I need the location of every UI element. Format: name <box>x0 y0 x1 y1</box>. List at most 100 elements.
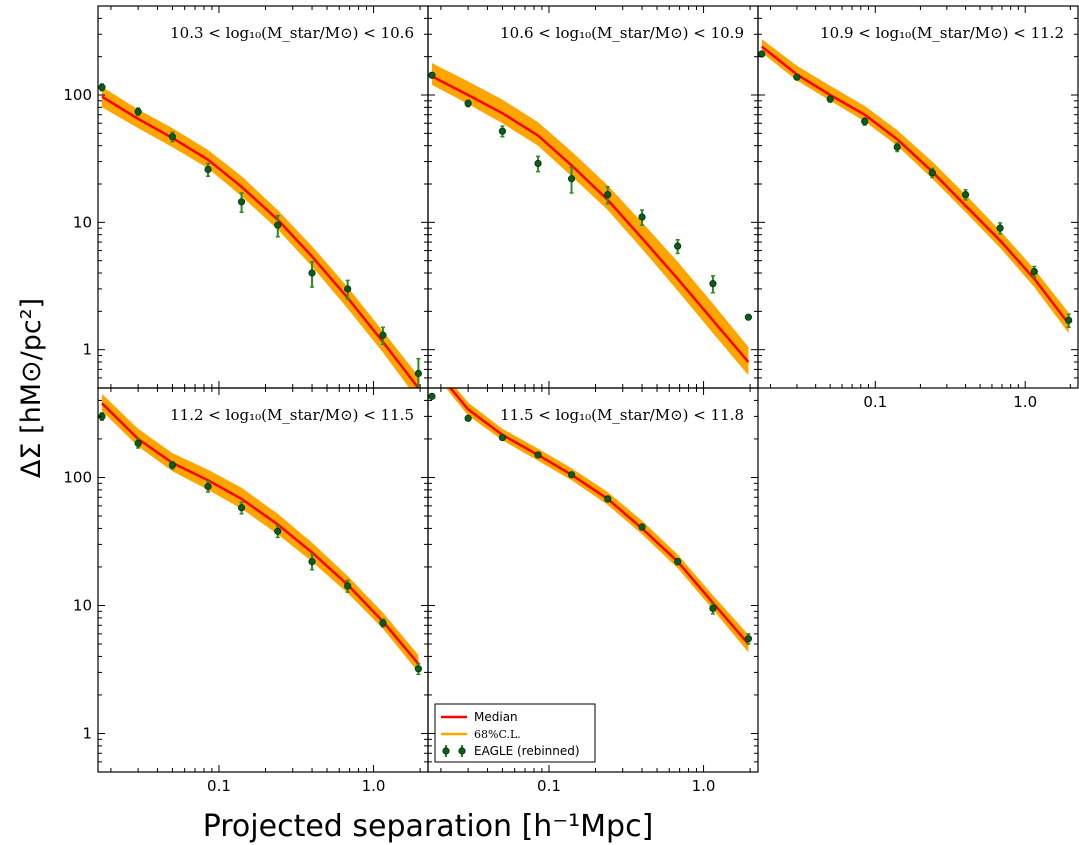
plot-area <box>428 388 752 653</box>
confidence-band <box>102 86 419 388</box>
data-point <box>826 95 834 103</box>
data-point <box>928 169 936 177</box>
data-point <box>604 191 612 199</box>
y-tick-label: 1 <box>82 341 92 359</box>
data-point <box>464 99 472 107</box>
data-point <box>308 558 316 566</box>
data-point <box>379 619 387 627</box>
median-line <box>761 45 1070 325</box>
confidence-band <box>445 388 749 653</box>
data-point <box>237 198 246 206</box>
plot-area <box>758 39 1073 334</box>
data-point <box>274 221 282 229</box>
confidence-band <box>432 63 749 376</box>
y-tick-label: 10 <box>73 213 92 231</box>
data-point <box>1065 316 1073 324</box>
data-point <box>98 83 106 91</box>
data-point <box>204 165 212 174</box>
data-point <box>961 191 970 199</box>
x-tick-label: 1.0 <box>692 777 716 795</box>
x-axis-label: Projected separation [h⁻¹Mpc] <box>203 809 654 844</box>
panel-title: 10.6 < log₁₀(M_star/M⊙) < 10.9 <box>500 24 744 42</box>
data-point <box>498 433 507 442</box>
data-point <box>344 285 352 293</box>
data-point <box>379 331 387 339</box>
y-tick-label: 1 <box>82 724 92 742</box>
plot-area <box>98 393 422 676</box>
x-tick-label: 0.1 <box>207 777 231 795</box>
data-point <box>996 224 1004 232</box>
y-tick-label: 100 <box>63 468 92 486</box>
median-line <box>101 95 420 388</box>
data-point <box>638 523 646 531</box>
data-point <box>793 73 801 81</box>
data-point <box>893 143 901 151</box>
x-tick-label: 0.1 <box>537 777 561 795</box>
data-point <box>744 313 752 321</box>
confidence-band <box>102 393 419 673</box>
median-line <box>448 388 750 645</box>
panel-title: 10.9 < log₁₀(M_star/M⊙) < 11.2 <box>820 24 1064 42</box>
panel-frame <box>427 387 759 773</box>
data-point <box>567 471 576 479</box>
legend-eagle-point <box>442 747 450 755</box>
data-point <box>534 451 542 459</box>
panel-1: 1 10 100 10.3 < log₁₀(M_star/M⊙) < 10.6 <box>63 5 429 389</box>
data-point <box>534 159 542 168</box>
data-point <box>567 175 576 183</box>
legend-band-label: 68%C.L. <box>474 728 521 741</box>
data-point <box>758 50 766 58</box>
panel-5: 0.1 1.0 11.5 < log₁₀(M_star/M⊙) < 11.8 <box>427 387 759 795</box>
panel-4: 1 10 100 0.1 1.0 11.2 < log₁₀(M_star/M⊙) < 11… <box>63 387 429 795</box>
data-point <box>464 414 472 422</box>
panel-title: 10.3 < log₁₀(M_star/M⊙) < 10.6 <box>170 24 414 42</box>
data-point <box>308 269 316 277</box>
data-point <box>428 71 436 79</box>
y-tick-label: 10 <box>73 596 92 614</box>
legend-eagle-swatch <box>442 745 466 757</box>
median-line <box>101 402 420 665</box>
x-tick-label: 0.1 <box>863 393 887 411</box>
y-axis-label: ΔΣ [hM⊙/pc²] <box>16 298 47 478</box>
data-point <box>498 127 507 135</box>
confidence-band <box>761 39 1069 334</box>
data-point <box>709 280 717 288</box>
median-line <box>431 75 750 363</box>
x-tick-label: 1.0 <box>362 777 386 795</box>
legend-eagle-label: EAGLE (rebinned) <box>474 744 580 758</box>
plot-area <box>98 83 422 388</box>
data-point <box>604 495 612 503</box>
data-point <box>428 392 436 400</box>
legend-median-label: Median <box>474 710 518 724</box>
data-point <box>861 117 869 126</box>
data-point <box>344 582 352 590</box>
data-point <box>168 133 177 141</box>
data-point <box>638 213 646 221</box>
data-point <box>414 665 422 673</box>
data-point <box>134 439 142 447</box>
panel-title: 11.5 < log₁₀(M_star/M⊙) < 11.8 <box>500 406 744 424</box>
panels: 1 10 100 10.3 < log₁₀(M_star/M⊙) < 10.6 10.6… <box>63 5 1079 795</box>
panel-frame <box>757 5 1079 389</box>
x-tick-label: 1.0 <box>1013 393 1037 411</box>
plot-area <box>428 63 752 376</box>
data-point <box>204 482 212 491</box>
data-point <box>168 461 177 469</box>
data-point <box>274 527 282 535</box>
y-tick-label: 100 <box>63 86 92 104</box>
data-point <box>674 242 682 250</box>
panel-3: 0.1 1.0 10.9 < log₁₀(M_star/M⊙) < 11.2 <box>757 5 1079 411</box>
panel-frame <box>427 5 759 389</box>
data-point <box>134 108 142 116</box>
data-point <box>414 369 422 378</box>
data-point <box>237 504 246 512</box>
legend: Median 68%C.L. EAGLE (rebinned) <box>434 703 596 763</box>
panel-title: 11.2 < log₁₀(M_star/M⊙) < 11.5 <box>170 406 414 424</box>
legend-eagle-point <box>458 747 466 755</box>
panel-2: 10.6 < log₁₀(M_star/M⊙) < 10.9 <box>427 5 759 389</box>
data-point <box>744 635 752 643</box>
data-point <box>709 604 717 612</box>
data-point <box>1030 268 1038 276</box>
data-point <box>674 558 682 566</box>
